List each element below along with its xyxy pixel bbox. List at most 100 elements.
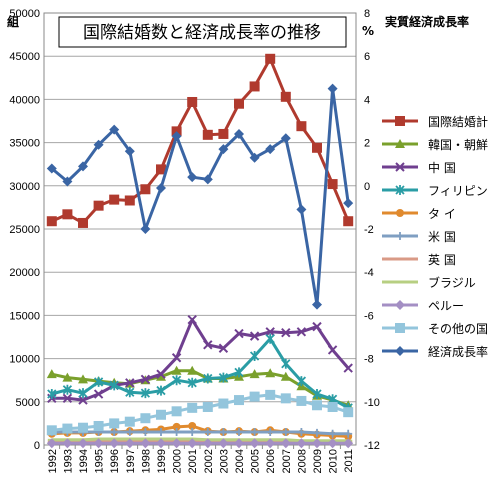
series-10 (46, 83, 354, 310)
data-point (187, 172, 198, 183)
right-tick-label: -10 (364, 397, 380, 409)
legend-label: その他の国 (428, 322, 488, 336)
data-point (78, 438, 88, 449)
data-point (171, 438, 182, 449)
x-tick-label: 2004 (234, 449, 246, 473)
data-point (281, 358, 291, 369)
data-point (124, 438, 135, 449)
legend-item: その他の国 (382, 322, 488, 336)
data-point (218, 398, 229, 409)
data-point (140, 184, 151, 195)
data-point (93, 438, 104, 449)
right-axis-label: 実質経済成長率 (385, 14, 469, 29)
data-point (62, 372, 73, 382)
x-tick-label: 2010 (328, 449, 340, 473)
data-point (46, 438, 57, 449)
data-point (124, 416, 135, 427)
x-tick-label: 2009 (312, 449, 324, 473)
x-tick-label: 2011 (343, 449, 355, 473)
data-point (312, 438, 322, 449)
data-point (203, 373, 213, 384)
data-point (202, 129, 213, 140)
right-tick-label: -12 (364, 440, 380, 452)
x-axis-ticks: 1992 1993 1994 1995 1996 1997 1998 1999 2000 2001… (43, 445, 355, 473)
data-point (140, 224, 151, 234)
data-point (62, 423, 73, 434)
data-point (265, 368, 276, 378)
right-tick-label: -4 (364, 267, 374, 279)
data-point (343, 216, 354, 227)
data-point (156, 371, 166, 381)
data-point (234, 98, 244, 109)
data-point (171, 365, 182, 375)
data-point (395, 162, 405, 172)
data-point (265, 327, 275, 337)
x-tick-label: 2001 (187, 449, 199, 473)
data-point (280, 438, 291, 449)
data-point (396, 209, 404, 217)
data-point (328, 429, 337, 438)
data-point (343, 438, 354, 449)
data-point (141, 428, 150, 437)
legend-label: 米 国 (428, 230, 456, 244)
legend-label: ペルー (428, 299, 464, 313)
series-layer (46, 53, 354, 449)
data-point (187, 402, 198, 413)
data-point (281, 327, 291, 338)
data-point (265, 438, 276, 449)
series-8 (46, 438, 354, 449)
data-point (312, 142, 322, 153)
data-point (266, 428, 275, 437)
left-tick-label: 15000 (9, 310, 40, 322)
data-point (280, 133, 291, 144)
x-tick-label: 1997 (125, 449, 137, 473)
right-axis-ticks: -12 -10 -8 -6 -4 -2 0 2 4 6 8 (364, 8, 380, 452)
data-point (46, 216, 57, 227)
data-point (343, 407, 354, 418)
data-point (46, 163, 57, 174)
left-tick-label: 5000 (16, 397, 40, 409)
data-point (187, 96, 198, 107)
legend-item: 韓国・朝鮮 (382, 138, 488, 152)
series-9 (46, 389, 354, 436)
data-point (249, 351, 260, 362)
data-point (265, 333, 275, 344)
data-point (395, 185, 405, 195)
data-point (395, 323, 405, 333)
data-point (93, 200, 104, 211)
left-tick-label: 45000 (9, 51, 40, 63)
data-point (188, 421, 197, 430)
data-point (62, 438, 73, 449)
data-point (140, 413, 151, 424)
data-point (280, 371, 291, 381)
legend-item: フィリピン (382, 184, 488, 198)
data-point (187, 365, 198, 375)
data-point (218, 343, 229, 353)
x-tick-label: 2002 (203, 449, 215, 473)
x-tick-label: 2000 (172, 449, 184, 473)
data-point (296, 121, 307, 132)
data-point (156, 438, 166, 449)
data-point (281, 428, 290, 437)
data-point (124, 146, 135, 157)
series-5 (47, 428, 353, 438)
right-tick-label: 0 (364, 181, 370, 193)
data-point (343, 363, 353, 373)
right-tick-label: 2 (364, 138, 370, 150)
data-point (249, 369, 260, 379)
data-point (296, 327, 307, 337)
legend-label: ブラジル (428, 275, 476, 290)
data-point (172, 428, 181, 437)
data-point (109, 418, 120, 429)
data-point (202, 401, 213, 412)
title-box (58, 16, 347, 48)
data-point (312, 400, 322, 411)
data-point (109, 380, 119, 391)
legend-item: 英 国 (382, 253, 456, 267)
data-point (140, 438, 151, 449)
legend-item: 経済成長率 (382, 344, 488, 359)
left-tick-label: 0 (34, 440, 40, 452)
left-tick-label: 40000 (9, 94, 40, 106)
data-point (395, 300, 405, 310)
data-point (296, 438, 307, 449)
